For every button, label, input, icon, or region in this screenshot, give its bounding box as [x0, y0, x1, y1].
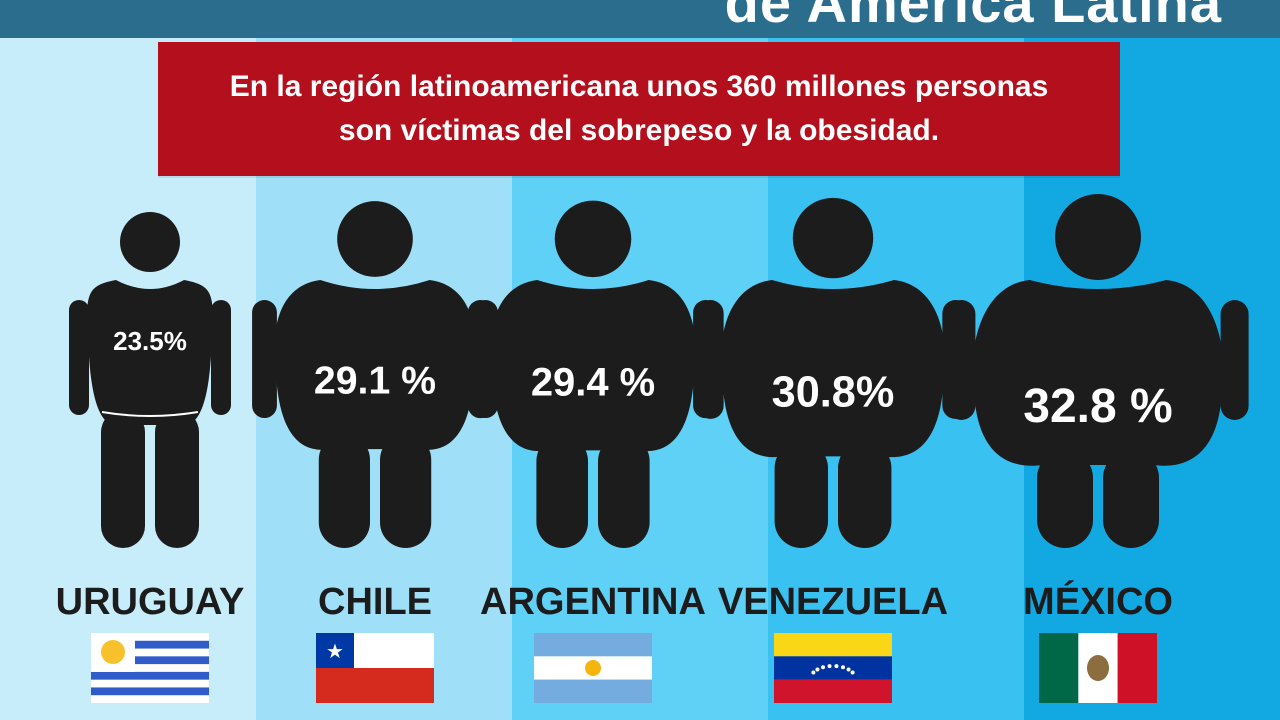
- arm-4: [947, 300, 976, 420]
- eagle-icon: [1087, 655, 1109, 681]
- arm-1: [252, 300, 277, 419]
- head-4: [1055, 194, 1141, 280]
- star-icon: [811, 670, 816, 675]
- leg-2: [598, 435, 650, 548]
- person-figure-4: [947, 194, 1249, 548]
- info-banner: En la región latinoamericana unos 360 mi…: [158, 42, 1120, 176]
- star-icon: [850, 670, 855, 675]
- chile-flag: ★: [316, 633, 434, 703]
- arm-0: [211, 300, 231, 415]
- banner-line-1: En la región latinoamericana unos 360 mi…: [229, 70, 1049, 103]
- star-icon: ★: [326, 641, 344, 663]
- country-label-3: VENEZUELA: [718, 581, 948, 623]
- leg-3: [838, 441, 892, 548]
- arm-0: [69, 300, 89, 415]
- value-label-2: 29.4 %: [531, 361, 655, 405]
- country-label-2: ARGENTINA: [480, 581, 706, 623]
- arm-4: [1220, 300, 1249, 420]
- header-bar: de América Latina: [0, 0, 1280, 38]
- leg-4: [1037, 450, 1093, 548]
- value-label-4: 32.8 %: [1023, 380, 1172, 433]
- head-2: [554, 200, 632, 278]
- value-label-3: 30.8%: [772, 369, 895, 417]
- sun-icon: [585, 660, 601, 676]
- venezuela-flag: [774, 633, 892, 703]
- head-1: [337, 201, 413, 277]
- uruguay-flag: [91, 633, 209, 703]
- value-label-1: 29.1 %: [314, 358, 436, 402]
- star-icon: [821, 665, 826, 670]
- torso-2: [490, 280, 696, 452]
- country-label-4: MÉXICO: [1023, 579, 1173, 623]
- sun-icon: [101, 640, 125, 664]
- torso-3: [721, 280, 945, 458]
- argentina-flag: [534, 633, 652, 703]
- arm-2: [467, 300, 493, 419]
- value-label-0: 23.5%: [113, 326, 187, 356]
- star-icon: [846, 667, 851, 672]
- star-icon: [840, 665, 845, 670]
- torso-4: [972, 280, 1224, 466]
- banner-line-2: son víctimas del sobrepeso y la obesidad…: [338, 114, 940, 147]
- leg-1: [318, 434, 370, 548]
- head-3: [792, 197, 874, 279]
- torso-0: [87, 280, 213, 426]
- belt-0: [101, 411, 199, 417]
- leg-4: [1103, 450, 1159, 548]
- header-title: de América Latina: [724, 0, 1222, 34]
- leg-0: [101, 410, 145, 548]
- person-figure-2: [467, 200, 719, 548]
- person-figure-0: [69, 212, 231, 548]
- country-label-1: CHILE: [318, 581, 432, 623]
- star-icon: [834, 664, 839, 669]
- star-icon: [827, 664, 832, 669]
- mexico-flag: [1039, 633, 1157, 703]
- country-label-0: URUGUAY: [56, 581, 245, 623]
- leg-0: [155, 410, 199, 548]
- leg-2: [536, 435, 588, 548]
- star-icon: [815, 667, 820, 672]
- leg-1: [380, 434, 432, 548]
- torso-1: [274, 280, 476, 450]
- head-0: [120, 212, 180, 272]
- arm-3: [697, 300, 724, 419]
- leg-3: [774, 441, 828, 548]
